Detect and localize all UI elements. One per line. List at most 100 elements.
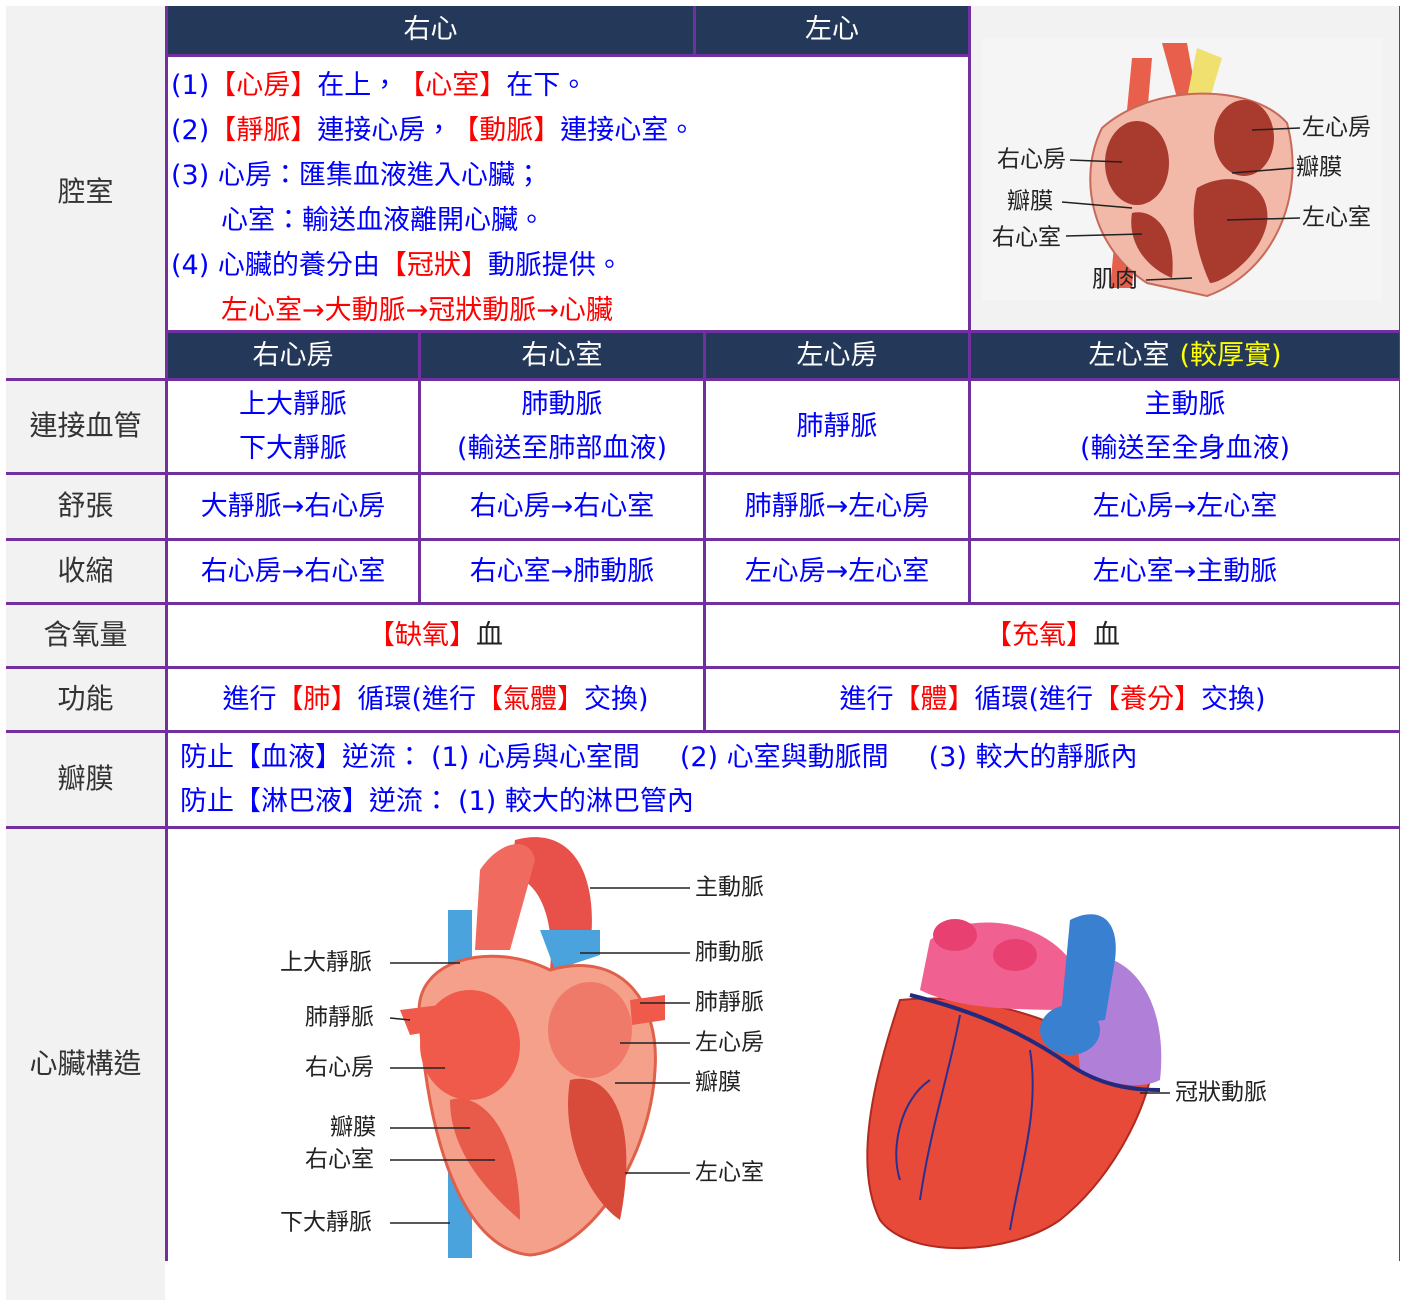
text-segment: 進行 bbox=[222, 683, 277, 715]
table-cell: 左心室→主動脈 bbox=[971, 541, 1399, 602]
diagram-label: 主動脈 bbox=[695, 875, 764, 901]
text-segment: 【肺】 bbox=[276, 683, 358, 715]
text-segment: 在下。 bbox=[506, 70, 588, 101]
text-segment: 【冠狀】 bbox=[379, 250, 488, 281]
text-line: (2) 【靜脈】 連接心房， 【動脈】 連接心室。 bbox=[171, 108, 695, 153]
text-line: 右心室 bbox=[522, 334, 603, 377]
diagram-label: 下大靜脈 bbox=[280, 1210, 372, 1236]
text-segment: 左心室→主動脈 bbox=[1092, 555, 1278, 587]
diagram-label: 左心房 bbox=[695, 1030, 764, 1056]
table-cell: 主動脈 (輸送至全身血液) bbox=[971, 381, 1399, 472]
text-line: (4) 心臟的養分由 【冠狀】 動脈提供。 bbox=[171, 243, 623, 288]
table-cell: 肺靜脈 bbox=[706, 381, 968, 472]
table-cell: 【充氧】血 bbox=[706, 605, 1399, 666]
text-segment: 主動脈 bbox=[1144, 389, 1226, 421]
text-segment: (3) 較大的靜脈內 bbox=[928, 741, 1138, 773]
text-segment: (1) 較大的淋巴管內 bbox=[458, 785, 694, 817]
diagram-label: 右心房 bbox=[305, 1055, 374, 1081]
text-segment: 下大靜脈 bbox=[239, 432, 347, 464]
diagram-label: 肌肉 bbox=[1092, 267, 1138, 293]
text-segment: 進行 bbox=[839, 683, 894, 715]
text-segment: 【氣體】 bbox=[476, 683, 584, 715]
diagram-label: 肺動脈 bbox=[695, 940, 764, 966]
text-segment: 肺靜脈→左心房 bbox=[744, 490, 930, 522]
text-segment: 大靜脈→右心房 bbox=[200, 490, 386, 522]
text-segment: 【體】 bbox=[893, 683, 975, 715]
text-line: 右心房→右心室 bbox=[470, 485, 655, 528]
column-header: 左心室 (較厚實) bbox=[971, 333, 1399, 378]
text-segment: (1) 心房與心室間 bbox=[431, 741, 640, 773]
table-cell: 大靜脈→右心房 bbox=[168, 475, 418, 538]
table-cell: 肺靜脈→左心房 bbox=[706, 475, 968, 538]
diagram-cell bbox=[168, 829, 1399, 1300]
diagram-label: 瓣膜 bbox=[1296, 155, 1342, 181]
diagram-label: 肺靜脈 bbox=[695, 990, 764, 1016]
text-segment: 【缺氧】 bbox=[368, 619, 476, 651]
table-cell: 防止【血液】逆流： (1) 心房與心室間 (2) 心室與動脈間 (3) 較大的靜脈內防… bbox=[168, 733, 1399, 826]
table-cell: 上大靜脈 下大靜脈 bbox=[168, 381, 418, 472]
diagram-label: 右心室 bbox=[305, 1147, 374, 1173]
text-segment: 血 bbox=[476, 619, 503, 651]
diagram-label: 右心房 bbox=[997, 147, 1066, 173]
text-segment: (4) 心臟的養分由 bbox=[171, 250, 380, 281]
text-segment: 肺靜脈 bbox=[796, 410, 878, 442]
text-line: 左心房→左心室 bbox=[1093, 485, 1278, 528]
text-segment: 防止【血液】逆流： bbox=[180, 741, 423, 773]
text-segment: 交換) bbox=[584, 683, 649, 715]
text-line: 肺動脈 bbox=[522, 383, 603, 426]
column-header: 右心房 bbox=[168, 333, 418, 378]
column-header: 右心室 bbox=[421, 333, 703, 378]
text-segment: 循環(進行 bbox=[357, 683, 476, 715]
table-cell: 左心房→左心室 bbox=[706, 541, 968, 602]
text-line: 下大靜脈 bbox=[239, 427, 347, 470]
text-segment: 連接心室。 bbox=[560, 115, 696, 146]
text-segment: 動脈提供。 bbox=[487, 250, 623, 281]
table-cell: 肺動脈 (輸送至肺部血液) bbox=[421, 381, 703, 472]
row-label: 瓣膜 bbox=[6, 733, 165, 826]
text-line: 心室：輸送血液離開心臟。 bbox=[171, 198, 545, 243]
text-line: 右心房→右心室 bbox=[201, 550, 386, 593]
text-segment: 肺動脈 bbox=[521, 389, 603, 421]
text-segment: 循環(進行 bbox=[974, 683, 1093, 715]
row-label: 腔室 bbox=[6, 6, 165, 378]
text-segment: 左心室 bbox=[1088, 339, 1170, 371]
heart-interior-diagram: 主動脈 肺動脈 肺靜脈 左心房 瓣膜 左心室 上大靜脈 肺靜脈 右心房 瓣膜 右… bbox=[280, 837, 764, 1258]
text-segment: 【靜脈】 bbox=[209, 115, 318, 146]
text-segment: 右心室 bbox=[521, 339, 603, 371]
text-line: 左心房→左心室 bbox=[745, 550, 930, 593]
text-line: 防止【血液】逆流： (1) 心房與心室間 (2) 心室與動脈間 (3) 較大的靜脈內 bbox=[180, 736, 1177, 780]
diagram-label: 瓣膜 bbox=[695, 1070, 741, 1096]
text-line: 主動脈 bbox=[1145, 383, 1226, 426]
table-cell: 進行 【體】 循環(進行 【養分】 交換) bbox=[706, 669, 1399, 730]
text-segment: 右心房 bbox=[252, 339, 334, 371]
row-label: 舒張 bbox=[6, 475, 165, 538]
text-line: 大靜脈→右心房 bbox=[201, 485, 386, 528]
text-segment: 連接心房， bbox=[317, 115, 453, 146]
text-segment: 心室：輸送血液離開心臟。 bbox=[221, 205, 545, 236]
column-header: 左心房 bbox=[706, 333, 968, 378]
page: 腔室 右心 左心 (1) 【心房】 在上， 【心室】 在下。 (2) 【靜脈】 連接心房， 【動脈… bbox=[6, 6, 1400, 1300]
diagram-label: 左心室 bbox=[1302, 205, 1371, 231]
table-cell: 右心室→肺動脈 bbox=[421, 541, 703, 602]
text-segment: 【動脈】 bbox=[452, 115, 561, 146]
text-line: 上大靜脈 bbox=[239, 383, 347, 426]
text-segment: 右心室→肺動脈 bbox=[469, 555, 655, 587]
text-line: 【充氧】血 bbox=[985, 614, 1120, 657]
column-header: 左心 bbox=[696, 6, 968, 54]
diagram-label: 左心室 bbox=[695, 1160, 764, 1186]
diagram-label: 瓣膜 bbox=[330, 1115, 376, 1141]
column-header: 右心 bbox=[168, 6, 693, 54]
heart-section-diagram: 左心房 瓣膜 左心室 右心房 瓣膜 右心室 肌肉 bbox=[982, 38, 1382, 300]
diagram-label: 右心室 bbox=[992, 225, 1061, 251]
table-cell: 進行 【肺】 循環(進行 【氣體】 交換) bbox=[168, 669, 703, 730]
text-line: 肺靜脈 bbox=[797, 405, 878, 448]
text-segment: 左心房→左心室 bbox=[1092, 490, 1278, 522]
text-segment: 【心房】 bbox=[209, 70, 318, 101]
text-segment: 【養分】 bbox=[1093, 683, 1201, 715]
table-cell: 右心房→右心室 bbox=[421, 475, 703, 538]
diagram-label: 左心房 bbox=[1302, 115, 1371, 141]
text-segment: (2) bbox=[171, 115, 210, 146]
text-segment: 上大靜脈 bbox=[239, 389, 347, 421]
notes: (1) 【心房】 在上， 【心室】 在下。 (2) 【靜脈】 連接心房， 【動脈】 連接心室。… bbox=[168, 57, 968, 330]
text-line: (1) 【心房】 在上， 【心室】 在下。 bbox=[171, 63, 587, 108]
